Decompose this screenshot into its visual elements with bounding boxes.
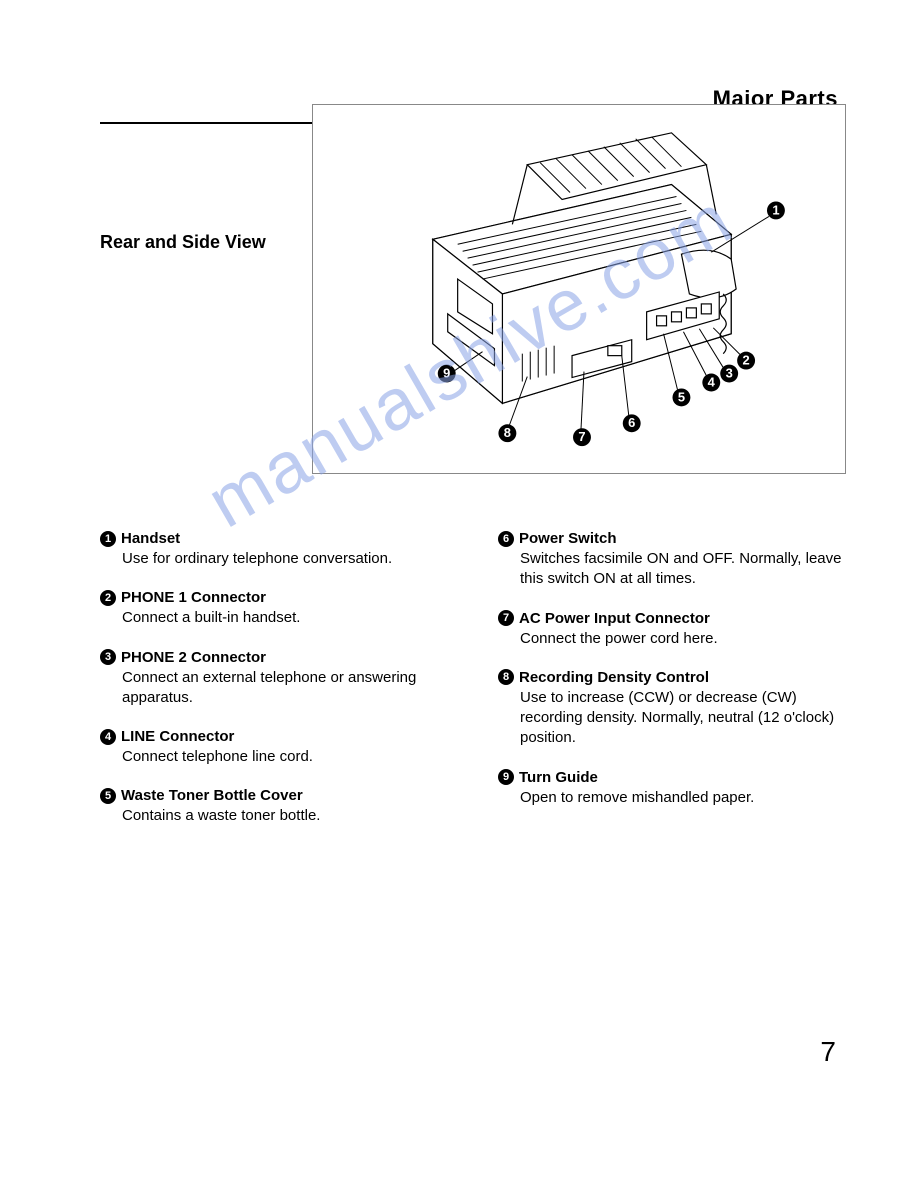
part-item-header: 3 PHONE 2 Connector: [100, 649, 448, 666]
part-item: 8 Recording Density Control Use to increas…: [498, 669, 846, 749]
part-item-header: 5 Waste Toner Bottle Cover: [100, 787, 448, 804]
part-item: 2 PHONE 1 Connector Connect a built-in han…: [100, 589, 448, 628]
leader-line: [581, 372, 584, 430]
part-title: Turn Guide: [519, 769, 598, 786]
bullet-number: 6: [498, 531, 514, 547]
bullet-number: 1: [100, 531, 116, 547]
diagram-svg: 1 234 5 6 7 8 9: [313, 105, 845, 473]
callout-number: 5: [678, 389, 685, 404]
part-description: Connect the power cord here.: [498, 629, 846, 649]
part-item-header: 2 PHONE 1 Connector: [100, 589, 448, 606]
part-description: Switches facsimile ON and OFF. Normally,…: [498, 549, 846, 590]
page-number: 7: [820, 1036, 836, 1068]
part-item: 7 AC Power Input Connector Connect the pow…: [498, 610, 846, 649]
part-title: Handset: [121, 530, 180, 547]
bullet-number: 5: [100, 788, 116, 804]
diagram-box: 1 234 5 6 7 8 9: [312, 104, 846, 474]
bullet-number: 9: [498, 769, 514, 785]
bullet-number: 7: [498, 610, 514, 626]
callout-number: 8: [504, 425, 511, 440]
part-title: Power Switch: [519, 530, 617, 547]
part-item: 1 Handset Use for ordinary telephone conve…: [100, 530, 448, 569]
part-item: 3 PHONE 2 Connector Connect an external te…: [100, 649, 448, 709]
part-title: Recording Density Control: [519, 669, 709, 686]
part-item-header: 6 Power Switch: [498, 530, 846, 547]
part-item: 4 LINE Connector Connect telephone line co…: [100, 728, 448, 767]
bullet-number: 8: [498, 669, 514, 685]
callout-number: 7: [578, 429, 585, 444]
part-description: Open to remove mishandled paper.: [498, 788, 846, 808]
manual-page: Major Parts Rear and Side View: [0, 0, 918, 907]
part-description: Connect an external telephone or answeri…: [100, 668, 448, 709]
callout-number: 2: [742, 353, 749, 368]
part-item: 6 Power Switch Switches facsimile ON and O…: [498, 530, 846, 590]
part-description: Connect telephone line cord.: [100, 747, 448, 767]
part-item-header: 4 LINE Connector: [100, 728, 448, 745]
callout-number: 9: [443, 366, 450, 381]
part-title: LINE Connector: [121, 728, 234, 745]
part-title: AC Power Input Connector: [519, 610, 710, 627]
part-item-header: 8 Recording Density Control: [498, 669, 846, 686]
part-item-header: 9 Turn Guide: [498, 769, 846, 786]
part-description: Use for ordinary telephone conversation.: [100, 549, 448, 569]
bullet-number: 3: [100, 649, 116, 665]
left-column: 1 Handset Use for ordinary telephone conve…: [100, 530, 448, 847]
part-description: Contains a waste toner bottle.: [100, 806, 448, 826]
section-subtitle: Rear and Side View: [100, 232, 266, 253]
part-title: Waste Toner Bottle Cover: [121, 787, 303, 804]
callout-number: 1: [772, 202, 779, 217]
part-description: Connect a built-in handset.: [100, 608, 448, 628]
diagram-row: Rear and Side View: [100, 124, 846, 474]
handset-shape: [681, 250, 736, 298]
machine-body: [433, 133, 736, 404]
description-columns: 1 Handset Use for ordinary telephone conve…: [100, 530, 846, 847]
callout-number: 3: [726, 366, 733, 381]
part-item: 5 Waste Toner Bottle Cover Contains a wast…: [100, 787, 448, 826]
bullet-number: 2: [100, 590, 116, 606]
bullet-number: 4: [100, 729, 116, 745]
part-title: PHONE 2 Connector: [121, 649, 266, 666]
right-column: 6 Power Switch Switches facsimile ON and O…: [498, 530, 846, 847]
part-title: PHONE 1 Connector: [121, 589, 266, 606]
part-item: 9 Turn Guide Open to remove mishandled pap…: [498, 769, 846, 808]
part-item-header: 1 Handset: [100, 530, 448, 547]
part-item-header: 7 AC Power Input Connector: [498, 610, 846, 627]
callout-number: 6: [628, 415, 635, 430]
callout-number: 4: [708, 374, 716, 389]
part-description: Use to increase (CCW) or decrease (CW) r…: [498, 688, 846, 749]
